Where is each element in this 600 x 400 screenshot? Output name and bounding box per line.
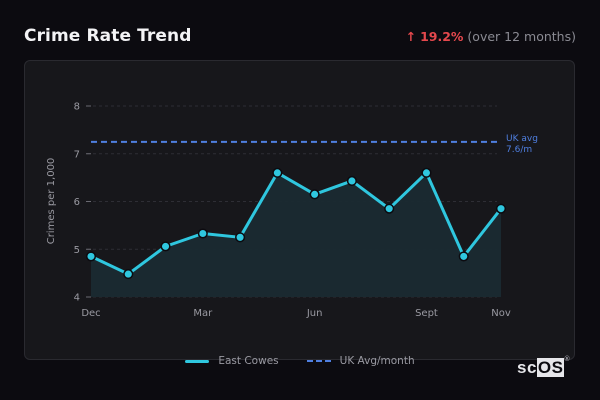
data-point-jul[interactable] (346, 175, 357, 187)
data-point-may[interactable] (272, 167, 283, 178)
y-tick-label: 7 (74, 149, 80, 160)
y-axis-label: Crimes per 1,000 (46, 158, 57, 245)
dashed-line-swatch-icon (306, 360, 331, 362)
data-point-jan[interactable] (123, 269, 134, 280)
data-point-aug[interactable] (384, 203, 395, 214)
page-title: Crime Rate Trend (24, 26, 192, 46)
data-point-dec[interactable] (85, 251, 97, 262)
y-tick-label: 6 (74, 197, 80, 208)
legend-item-east-cowes[interactable]: East Cowes (185, 355, 279, 367)
trend-period: (over 12 months) (467, 29, 576, 44)
y-tick-label: 5 (74, 245, 80, 256)
x-tick-label: Nov (491, 308, 511, 319)
series-area-fill (91, 172, 501, 297)
brand-logo: scOS® (517, 356, 571, 378)
data-point-apr[interactable] (235, 232, 246, 243)
brand-prefix: sc (517, 358, 537, 377)
trend-up-arrow-icon: ↑ (405, 29, 417, 44)
y-tick-label: 4 (74, 293, 80, 304)
data-point-oct[interactable] (458, 251, 469, 262)
trend-value: 19.2% (420, 29, 464, 44)
brand-highlight: OS (536, 358, 565, 377)
legend-item-uk-avg[interactable]: UK Avg/month (306, 355, 415, 367)
x-tick-label: Dec (81, 308, 100, 319)
series-line-east-cowes (90, 171, 503, 276)
x-tick-label: Sept (415, 308, 438, 319)
x-tick-label: Mar (193, 308, 213, 319)
x-axis: Dec Mar Jun Sept Nov (81, 308, 511, 319)
series-points (85, 167, 507, 280)
uk-average-label: UK avg (506, 134, 538, 144)
x-tick-label: Jun (306, 308, 323, 319)
solid-line-swatch-icon (185, 359, 210, 363)
data-point-mar[interactable] (197, 228, 208, 239)
registered-mark-icon: ® (564, 356, 571, 363)
data-point-feb[interactable] (160, 241, 171, 252)
legend-label: East Cowes (218, 355, 279, 367)
data-point-nov[interactable] (495, 203, 507, 214)
y-axis: 4 5 6 7 8 (74, 102, 91, 304)
data-point-sept[interactable] (421, 167, 432, 178)
chart-legend: East Cowes UK Avg/month (0, 355, 600, 367)
legend-label: UK Avg/month (339, 355, 415, 367)
y-tick-label: 8 (74, 102, 80, 113)
uk-average-value: 7.6/m (506, 145, 532, 155)
data-point-jun[interactable] (309, 189, 320, 200)
trend-summary: ↑ 19.2% (over 12 months) (406, 29, 576, 44)
